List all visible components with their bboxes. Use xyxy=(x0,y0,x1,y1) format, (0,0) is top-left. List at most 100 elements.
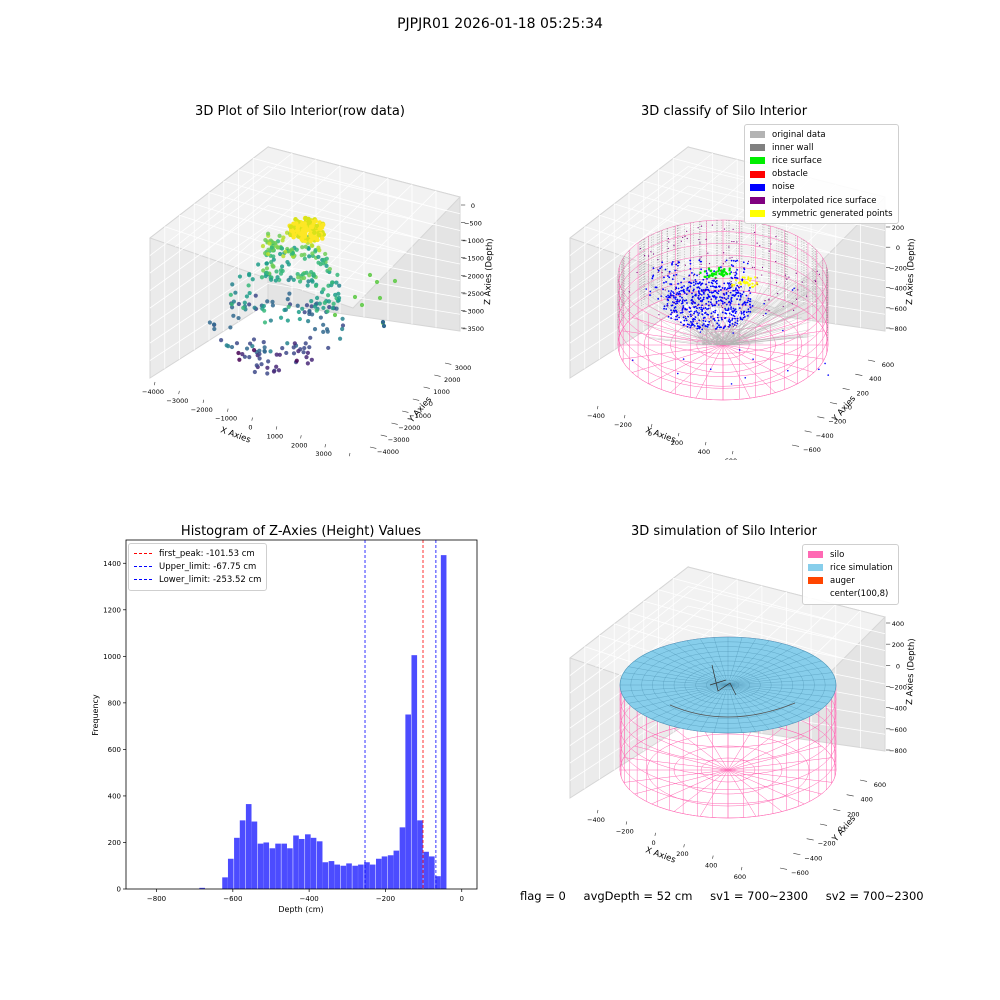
p2-x-tick-mark xyxy=(705,441,707,446)
noise-point xyxy=(674,269,677,272)
noise-point xyxy=(693,284,695,286)
raw-point xyxy=(321,329,326,334)
p4-y-tick-mark xyxy=(846,794,854,797)
simulation-legend: silo rice simulation auger center(100,8) xyxy=(802,544,899,605)
p1-x-tick-mark xyxy=(154,381,156,386)
noise-point xyxy=(732,259,735,262)
noise-point xyxy=(692,317,695,320)
noise-point xyxy=(724,312,727,314)
silo-floor-spoke xyxy=(727,745,822,771)
noise-point xyxy=(737,291,740,294)
noise-point xyxy=(708,291,711,294)
p1-x-tick-label: −3000 xyxy=(166,397,188,405)
raw-point xyxy=(228,325,233,330)
interpolated-point xyxy=(759,245,761,247)
noise-point xyxy=(715,285,718,288)
raw-point xyxy=(273,240,278,246)
rice-mesh-spoke xyxy=(642,684,729,715)
noise-point xyxy=(675,315,677,318)
noise-point xyxy=(747,308,750,311)
rice-mesh-spoke xyxy=(628,666,729,686)
noise-point xyxy=(689,320,692,323)
legend-label: center(100,8) xyxy=(830,589,889,600)
noise-point xyxy=(698,259,701,262)
noise-point xyxy=(746,301,749,304)
raw-point xyxy=(320,236,325,241)
noise-point xyxy=(725,259,728,262)
noise-point xyxy=(689,310,692,313)
noise-point xyxy=(741,318,744,321)
noise-point xyxy=(715,296,718,299)
raw-point xyxy=(268,277,274,282)
interpolated-point xyxy=(712,325,714,327)
noise-point xyxy=(748,289,751,292)
interpolated-point xyxy=(693,275,695,277)
original-data-line xyxy=(693,295,710,346)
interpolated-point xyxy=(775,281,778,284)
noise-point xyxy=(663,305,666,308)
p3-xlabel: Depth (cm) xyxy=(278,905,323,914)
p1-x-tick-mark xyxy=(202,399,205,403)
raw-point xyxy=(265,299,270,304)
noise-point xyxy=(682,306,685,309)
raw-point xyxy=(276,368,282,373)
noise-point xyxy=(702,307,705,310)
noise-point xyxy=(676,314,679,317)
raw-point xyxy=(316,232,322,238)
silo-floor-spoke xyxy=(695,344,724,399)
p2-x-tick-label: 0 xyxy=(648,430,652,438)
y-tick-label: 600 xyxy=(108,746,121,754)
interpolated-point xyxy=(657,271,659,273)
noise-point xyxy=(710,291,713,294)
noise-point xyxy=(763,302,765,305)
raw-point xyxy=(367,272,373,278)
noise-point xyxy=(704,320,707,323)
noise-point xyxy=(710,281,713,284)
p2-x-tick-mark xyxy=(597,405,599,410)
histogram-bar xyxy=(405,714,411,889)
histogram-bar xyxy=(305,834,311,889)
raw-point xyxy=(303,215,308,221)
legend-entry: Upper_limit: -67.75 cm xyxy=(134,560,261,573)
raw-point xyxy=(262,320,268,325)
interpolated-point xyxy=(732,326,735,328)
noise-point xyxy=(735,276,738,279)
noise-point xyxy=(736,284,739,287)
noise-point xyxy=(715,302,718,304)
noise-point xyxy=(702,296,705,299)
noise-point xyxy=(694,278,697,281)
figure-title: PJPJR01 2026-01-18 05:25:34 xyxy=(397,16,603,32)
noise-point xyxy=(716,322,719,325)
noise-point xyxy=(727,320,730,322)
p4-x-tick-mark xyxy=(654,832,656,837)
p1-y-tick-mark xyxy=(434,374,441,377)
noise-point xyxy=(727,287,729,290)
raw-point xyxy=(257,356,262,361)
noise-point xyxy=(713,270,716,273)
noise-point xyxy=(682,358,685,360)
noise-point xyxy=(681,311,684,314)
noise-point xyxy=(699,281,701,284)
noise-point xyxy=(742,311,745,314)
original-data-line xyxy=(682,331,721,346)
silo-floor-spoke xyxy=(722,344,776,393)
raw-point xyxy=(242,354,247,359)
histogram-bar xyxy=(334,864,341,889)
raw-point xyxy=(300,245,305,250)
original-data-line xyxy=(709,323,744,346)
raw-point xyxy=(271,369,277,374)
noise-point xyxy=(746,262,749,265)
histogram-bar xyxy=(340,865,347,889)
noise-point xyxy=(677,261,680,263)
grid-line xyxy=(628,192,831,253)
raw-point xyxy=(340,316,345,321)
raw-point xyxy=(291,345,296,350)
interpolated-point xyxy=(710,298,712,301)
noise-point xyxy=(673,310,676,313)
noise-point xyxy=(717,290,720,293)
silo-floor-spoke xyxy=(722,344,825,360)
p1-x-tick-mark xyxy=(178,390,180,395)
noise-point xyxy=(699,300,702,302)
p1-y-tick-mark xyxy=(444,362,452,365)
noise-point xyxy=(730,313,733,316)
